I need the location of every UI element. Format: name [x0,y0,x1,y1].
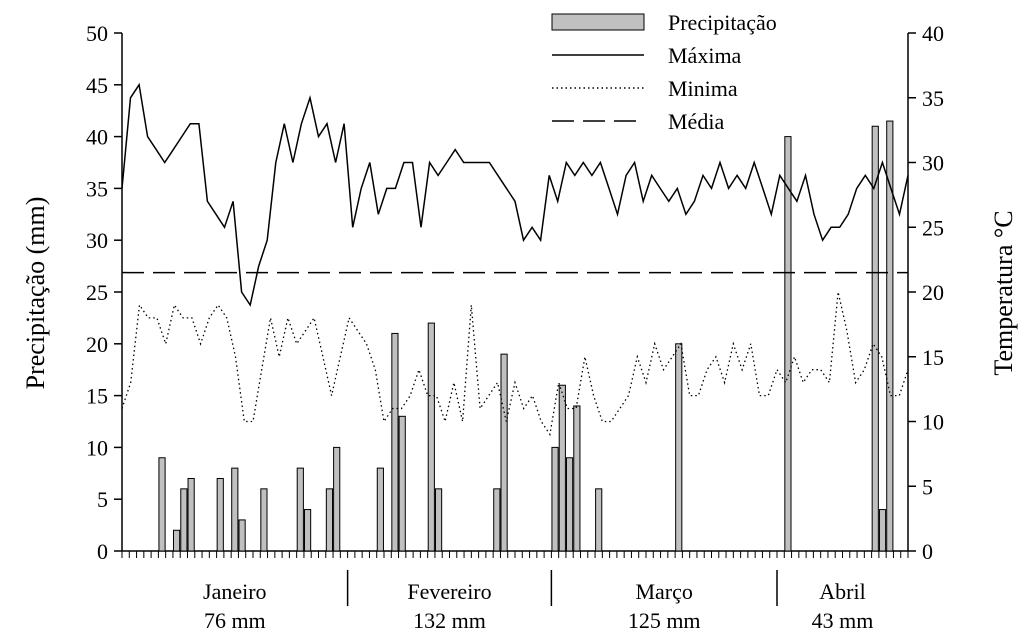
precipitation-bar [878,509,887,552]
precipitation-bar [565,457,574,552]
precipitation-bar [500,353,508,552]
precipitation-bar [376,467,384,552]
precipitation-bar [238,519,246,552]
month-name: Março [635,579,692,604]
legend-label: Média [668,109,724,134]
series-line-dotted [121,291,909,437]
precipitation-bar [595,488,603,552]
y-left-tick-label: 20 [86,332,108,357]
y-axis-left-title: Precipitação (mm) [21,197,50,390]
y-right-tick-label: 0 [922,539,933,564]
precipitation-bar [303,509,312,552]
precipitation-bar [391,332,399,552]
precipitation-bar [886,120,894,552]
precipitation-bar [675,343,683,552]
precipitation-bar [427,322,435,552]
y-right-tick-label: 15 [922,345,944,370]
month-name: Fevereiro [407,579,491,604]
y-right-tick-label: 5 [922,474,933,499]
axes: 0 5 10 15 20 25 30 35 40 45 50 0 5 10 15 20 25 30 35 40 [86,21,944,564]
legend-label: Precipitação [668,10,777,35]
precipitation-bars [158,120,894,552]
precipitation-bar [216,477,224,552]
y-right-tick-label: 30 [922,151,944,176]
y-left-tick-label: 50 [86,21,108,46]
month-total: 132 mm [413,608,486,633]
y-left-tick-label: 25 [86,280,108,305]
precipitation-bar [551,446,559,552]
y-left-tick-label: 15 [86,384,108,409]
precipitation-bar [398,415,406,552]
y-left-tick-label: 5 [97,487,108,512]
y-left-tick-label: 45 [86,73,108,98]
series-line-solid [121,82,909,307]
precipitation-bar [325,488,334,552]
month-name: Janeiro [203,579,267,604]
y-left-tick-label: 0 [97,539,108,564]
month-total: 125 mm [628,608,701,633]
precipitation-bar [784,136,792,552]
precipitation-bar [558,384,566,552]
y-axis-right-title: Temperatura °C [989,210,1018,375]
precipitation-bar [296,467,304,552]
precipitation-bar [573,405,581,552]
y-right-tick-label: 25 [922,215,944,240]
y-left-tick-label: 35 [86,176,108,201]
month-total: 43 mm [812,608,874,633]
precipitation-bar [180,488,188,552]
month-name: Abril [819,579,865,604]
precipitation-bar [333,446,341,552]
legend-label: Máxima [668,43,742,68]
y-left-tick-label: 10 [86,435,108,460]
precipitation-bar [434,488,443,552]
temperature-lines [121,82,909,437]
y-left-tick-label: 30 [86,228,108,253]
precipitation-bar [172,529,181,552]
precipitation-bar [493,488,501,552]
month-labels: Janeiro 76 mm Fevereiro 132 mm Março 125 mm Ab… [203,570,873,633]
precipitation-bar [871,125,879,552]
legend: Precipitação Máxima Minima Média [551,10,777,134]
month-total: 76 mm [204,608,266,633]
y-right-tick-label: 10 [922,410,944,435]
y-right-tick-label: 20 [922,280,944,305]
precipitation-bar [231,467,239,552]
precipitation-bar [187,477,195,552]
precipitation-bar [260,488,268,552]
y-left-tick-label: 40 [86,125,108,150]
legend-label: Minima [668,76,738,101]
y-right-tick-label: 35 [922,86,944,111]
y-right-tick-label: 40 [922,21,944,46]
legend-swatch-bar [551,13,645,31]
precipitation-bar [158,457,166,552]
